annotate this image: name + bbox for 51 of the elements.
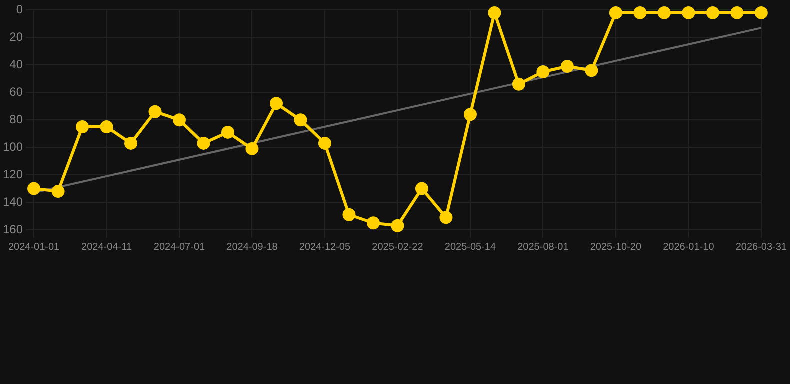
x-tick-label: 2025-02-22 xyxy=(372,242,424,253)
y-tick-label: 160 xyxy=(2,222,24,236)
point xyxy=(76,120,90,134)
point xyxy=(658,6,671,20)
point xyxy=(294,114,308,127)
point xyxy=(124,136,138,150)
point xyxy=(440,211,453,224)
point xyxy=(585,64,598,78)
point xyxy=(148,105,162,118)
point xyxy=(366,216,380,230)
point xyxy=(318,136,332,150)
point xyxy=(415,182,428,196)
y-tick-label: 80 xyxy=(10,112,24,126)
y-tick-label: 140 xyxy=(2,194,24,209)
point xyxy=(512,78,526,91)
x-tick-label: 2025-05-14 xyxy=(444,242,496,253)
point xyxy=(173,114,186,127)
point xyxy=(28,182,41,196)
y-tick-label: 20 xyxy=(10,30,24,44)
x-tick-label: 2024-04-11 xyxy=(82,242,132,253)
point xyxy=(464,108,477,122)
x-tick-label: 2024-09-18 xyxy=(226,242,278,253)
point xyxy=(197,136,210,150)
point xyxy=(488,6,502,20)
x-tick-label: 2024-01-01 xyxy=(8,242,60,253)
point xyxy=(609,6,622,20)
y-tick-label: 120 xyxy=(2,167,24,182)
x-tick-label: 2026-01-10 xyxy=(663,242,715,253)
y-tick-label: 0 xyxy=(16,2,24,17)
point xyxy=(391,219,404,232)
x-tick-label: 2024-07-01 xyxy=(154,242,206,253)
point xyxy=(246,142,259,156)
x-tick-label: 2026-03-31 xyxy=(736,242,788,253)
point xyxy=(706,6,720,20)
point xyxy=(536,66,550,79)
point xyxy=(634,6,647,20)
y-tick-label: 40 xyxy=(10,57,24,72)
point xyxy=(221,126,234,139)
point xyxy=(270,97,283,110)
x-tick-label: 2024-12-05 xyxy=(299,242,351,253)
point xyxy=(730,6,744,20)
point xyxy=(342,208,356,222)
point xyxy=(560,60,574,74)
x-tick-label: 2025-10-20 xyxy=(590,242,642,253)
point xyxy=(682,6,696,20)
y-tick-label: 100 xyxy=(2,140,24,154)
point xyxy=(754,6,768,20)
x-tick-label: 2025-08-01 xyxy=(518,242,570,253)
point xyxy=(100,120,114,134)
y-tick-label: 60 xyxy=(10,84,24,99)
point xyxy=(52,185,65,198)
